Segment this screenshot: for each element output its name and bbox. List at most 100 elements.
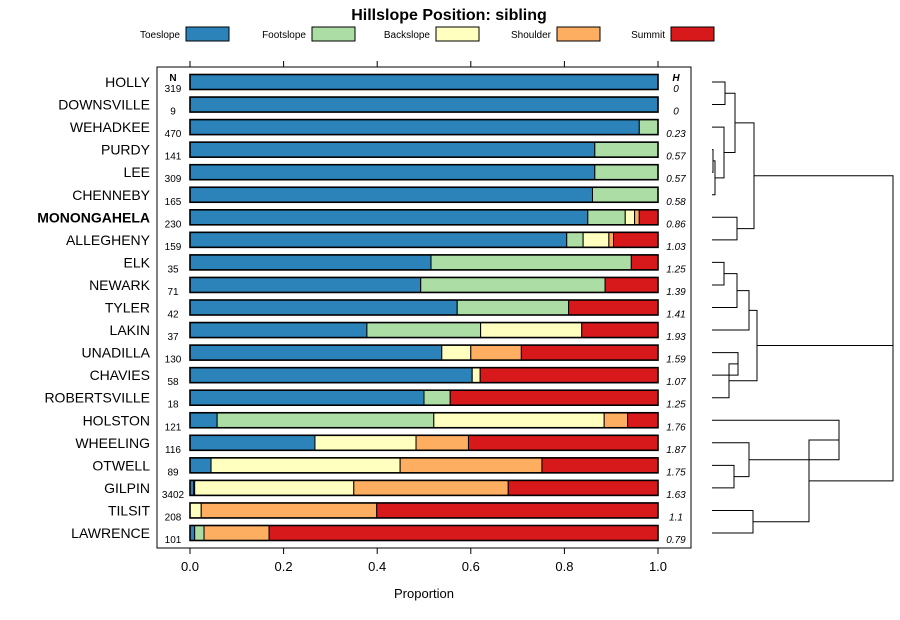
x-axis-title: Proportion xyxy=(394,586,454,601)
n-value: 470 xyxy=(165,129,182,140)
bar-lakin-footslope xyxy=(366,322,482,339)
bar-monongahela-shoulder xyxy=(634,209,640,226)
n-value: 165 xyxy=(165,197,182,208)
h-value: 1.93 xyxy=(666,332,686,343)
row-robertsville: ROBERTSVILLE 18 1.25 xyxy=(44,389,686,411)
h-header: H xyxy=(672,73,680,84)
bar-unadilla-toeslope xyxy=(189,344,443,361)
row-label: HOLSTON xyxy=(83,412,150,428)
bar-allegheny-backslope xyxy=(582,231,610,248)
bar-outline-chenneby xyxy=(189,186,659,204)
x-axis: 0.0 0.2 0.4 0.6 0.8 1.0 xyxy=(181,61,667,574)
row-label: OTWELL xyxy=(92,457,150,473)
h-value: 1.39 xyxy=(666,287,686,298)
bar-gilpin-backslope xyxy=(194,479,355,496)
bar-purdy-toeslope xyxy=(189,141,596,158)
bar-elk-summit xyxy=(630,254,659,271)
bar-wheeling-shoulder xyxy=(415,434,469,451)
row-label: DOWNSVILLE xyxy=(58,97,150,113)
n-value: 230 xyxy=(165,219,182,230)
row-label: LAKIN xyxy=(110,322,150,338)
bar-unadilla-shoulder xyxy=(470,344,522,361)
bar-wehadkee-footslope xyxy=(638,119,659,136)
legend-swatch-shoulder xyxy=(556,26,601,42)
row-gilpin: GILPIN 3402 1.63 xyxy=(104,479,686,501)
n-value: 319 xyxy=(165,84,182,95)
row-label: WHEELING xyxy=(75,435,150,451)
bar-allegheny-summit xyxy=(613,231,659,248)
bar-lee-footslope xyxy=(594,164,659,181)
h-value: 0.79 xyxy=(666,535,686,546)
bar-chavies-toeslope xyxy=(189,367,473,384)
bar-elk-footslope xyxy=(430,254,632,271)
row-label: ALLEGHENY xyxy=(66,232,151,248)
bar-lawrence-footslope xyxy=(194,525,205,541)
dendrogram-branch xyxy=(712,81,726,106)
bar-newark-footslope xyxy=(420,276,606,293)
bar-wheeling-toeslope xyxy=(189,434,316,451)
row-label: CHAVIES xyxy=(90,367,150,383)
bar-holly-toeslope xyxy=(189,74,659,90)
legend-label-footslope: Footslope xyxy=(262,30,306,41)
dendrogram-branch xyxy=(712,464,735,489)
row-label: NEWARK xyxy=(89,277,151,293)
row-otwell: OTWELL 89 1.75 xyxy=(92,457,686,478)
legend-label-toeslope: Toeslope xyxy=(140,30,180,41)
bar-outline-holston xyxy=(189,411,659,429)
n-value: 116 xyxy=(165,445,181,456)
n-value: 71 xyxy=(167,287,179,298)
row-label: HOLLY xyxy=(105,74,151,90)
bar-chenneby-footslope xyxy=(591,186,659,203)
plot-frame xyxy=(156,66,692,549)
h-value: 1.59 xyxy=(666,355,686,366)
n-value: 58 xyxy=(167,377,179,388)
bar-outline-wehadkee xyxy=(189,118,659,136)
h-value: 0.57 xyxy=(666,174,686,185)
bar-outline-allegheny xyxy=(189,231,659,249)
n-value: 18 xyxy=(167,400,179,411)
bar-unadilla-summit xyxy=(520,344,659,361)
bar-outline-lawrence xyxy=(189,524,659,542)
h-value: 1.07 xyxy=(666,377,686,388)
x-tick-label: 0.6 xyxy=(462,559,480,574)
dendrogram-branch xyxy=(724,92,736,153)
bar-holston-shoulder xyxy=(603,412,629,429)
bar-holston-summit xyxy=(627,412,659,429)
bar-outline-downsville xyxy=(189,96,659,113)
row-purdy: PURDY 141 0.57 xyxy=(101,141,686,163)
legend-swatch-backslope xyxy=(435,26,480,42)
row-label: CHENNEBY xyxy=(72,187,150,203)
bar-outline-elk xyxy=(189,254,659,271)
bar-tilsit-backslope xyxy=(189,502,202,519)
bar-outline-lee xyxy=(189,163,659,181)
bar-lawrence-shoulder xyxy=(203,525,270,541)
bar-robertsville-summit xyxy=(449,389,659,406)
bar-monongahela-footslope xyxy=(587,209,626,226)
n-value: 130 xyxy=(165,355,182,366)
bar-monongahela-toeslope xyxy=(189,209,589,226)
bar-lawrence-summit xyxy=(268,525,659,541)
bar-holston-footslope xyxy=(216,412,435,429)
h-value: 0 xyxy=(673,84,679,95)
bar-allegheny-footslope xyxy=(566,231,584,248)
row-tyler: TYLER 42 1.41 xyxy=(105,299,686,321)
bar-otwell-summit xyxy=(541,457,659,474)
row-newark: NEWARK 71 1.39 xyxy=(89,276,686,298)
row-downsville: DOWNSVILLE 9 0 xyxy=(58,96,679,118)
row-holston: HOLSTON 121 1.76 xyxy=(83,411,686,433)
n-value: 309 xyxy=(165,174,182,185)
dendrogram-branch xyxy=(712,149,714,173)
legend-label-summit: Summit xyxy=(631,30,665,41)
row-holly: HOLLY 319 0 xyxy=(105,73,679,95)
bar-elk-toeslope xyxy=(189,254,432,271)
bar-chavies-backslope xyxy=(471,367,481,384)
dendrogram-branch xyxy=(809,260,894,482)
dendrogram-branch xyxy=(735,122,755,230)
h-value: 0.86 xyxy=(666,219,686,230)
bar-wehadkee-toeslope xyxy=(189,119,640,136)
bar-monongahela-summit xyxy=(638,209,659,226)
x-tick-label: 0.4 xyxy=(368,559,386,574)
n-value: 121 xyxy=(165,422,182,433)
